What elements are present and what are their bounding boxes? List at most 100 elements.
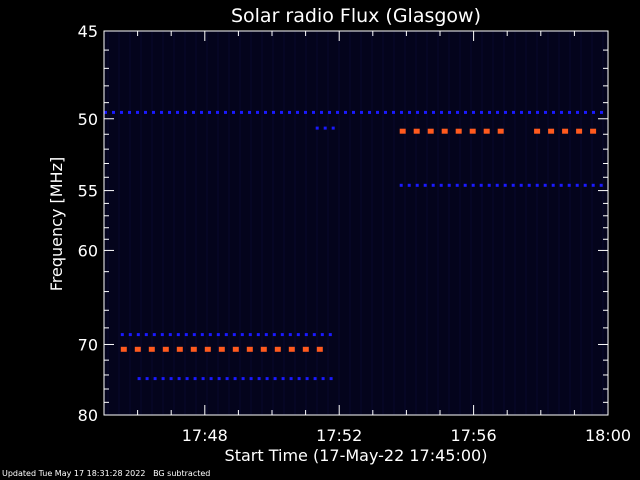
weak-emission-mark <box>249 377 253 381</box>
strong-emission-mark <box>455 128 462 134</box>
weak-emission-mark <box>112 110 115 114</box>
weak-emission-mark <box>464 110 467 114</box>
weak-emission-mark <box>408 110 411 114</box>
weak-emission-mark <box>472 110 475 114</box>
weak-emission-mark <box>423 183 427 187</box>
weak-emission-mark <box>225 377 229 381</box>
weak-emission-mark <box>184 110 187 114</box>
x-tick-label: 17:48 <box>182 426 228 445</box>
footer-note: BG subtracted <box>153 469 211 478</box>
weak-emission-mark <box>160 110 163 114</box>
strong-emission-mark <box>274 346 281 352</box>
strong-emission-mark <box>232 346 239 352</box>
weak-emission-mark <box>600 110 603 114</box>
strong-emission-mark <box>120 346 127 352</box>
weak-emission-mark <box>256 333 260 337</box>
strong-emission-mark <box>413 128 420 134</box>
weak-emission-mark <box>440 110 443 114</box>
weak-emission-mark <box>495 183 499 187</box>
strong-emission-mark <box>260 346 267 352</box>
weak-emission-mark <box>264 110 267 114</box>
weak-emission-mark <box>200 110 203 114</box>
strong-emission-mark <box>134 346 141 352</box>
weak-emission-mark <box>136 110 139 114</box>
weak-emission-mark <box>240 110 243 114</box>
weak-emission-mark <box>488 110 491 114</box>
weak-emission-mark <box>568 110 571 114</box>
weak-emission-mark <box>240 333 244 337</box>
weak-emission-mark <box>512 110 515 114</box>
weak-emission-mark <box>416 110 419 114</box>
y-tick-label: 80 <box>78 406 98 425</box>
weak-emission-mark <box>257 377 261 381</box>
strong-emission-mark <box>148 346 155 352</box>
weak-emission-mark <box>331 126 335 130</box>
weak-emission-mark <box>400 110 403 114</box>
weak-emission-mark <box>352 110 355 114</box>
weak-emission-mark <box>399 183 403 187</box>
weak-emission-mark <box>480 110 483 114</box>
weak-emission-mark <box>208 110 211 114</box>
weak-emission-mark <box>144 333 148 337</box>
weak-emission-mark <box>280 110 283 114</box>
plot-area: 17:48 17:52 17:56 18:00 45 50 55 60 70 80 <box>78 22 631 445</box>
weak-emission-mark <box>368 110 371 114</box>
weak-emission-mark <box>591 183 595 187</box>
weak-emission-mark <box>272 110 275 114</box>
weak-emission-mark <box>256 110 259 114</box>
weak-emission-mark <box>360 110 363 114</box>
weak-emission-mark <box>144 110 147 114</box>
weak-emission-mark <box>376 110 379 114</box>
weak-emission-mark <box>463 183 467 187</box>
weak-emission-mark <box>248 110 251 114</box>
weak-emission-mark <box>281 377 285 381</box>
chart-title: Solar radio Flux (Glasgow) <box>231 5 481 27</box>
strong-emission-mark <box>469 128 476 134</box>
weak-emission-mark <box>328 110 331 114</box>
strong-emission-mark <box>246 346 253 352</box>
weak-emission-mark <box>216 333 220 337</box>
strong-emission-mark <box>218 346 225 352</box>
weak-emission-mark <box>567 183 571 187</box>
strong-emission-mark <box>590 128 597 134</box>
weak-emission-mark <box>217 377 221 381</box>
weak-emission-mark <box>265 377 269 381</box>
weak-emission-mark <box>527 183 531 187</box>
strong-emission-mark <box>534 128 541 134</box>
weak-emission-mark <box>439 183 443 187</box>
weak-emission-mark <box>153 377 157 381</box>
weak-emission-mark <box>288 333 292 337</box>
strong-emission-mark <box>427 128 434 134</box>
x-axis-label: Start Time (17-May-22 17:45:00) <box>225 446 488 465</box>
weak-emission-mark <box>313 377 317 381</box>
weak-emission-mark <box>471 183 475 187</box>
weak-emission-mark <box>161 377 165 381</box>
strong-emission-mark <box>204 346 211 352</box>
weak-emission-mark <box>177 377 181 381</box>
weak-emission-mark <box>321 377 325 381</box>
weak-emission-mark <box>272 333 276 337</box>
weak-emission-mark <box>583 183 587 187</box>
weak-emission-mark <box>120 333 124 337</box>
strong-emission-mark <box>399 128 406 134</box>
weak-emission-mark <box>519 183 523 187</box>
weak-emission-mark <box>200 333 204 337</box>
footer-updated: Updated Tue May 17 18:31:28 2022 <box>2 469 146 478</box>
weak-emission-mark <box>552 110 555 114</box>
weak-emission-mark <box>544 110 547 114</box>
weak-emission-mark <box>160 333 164 337</box>
weak-emission-mark <box>344 110 347 114</box>
weak-emission-mark <box>536 110 539 114</box>
weak-emission-mark <box>304 333 308 337</box>
weak-emission-mark <box>264 333 268 337</box>
weak-emission-mark <box>599 183 603 187</box>
weak-emission-mark <box>392 110 395 114</box>
weak-emission-mark <box>201 377 205 381</box>
weak-emission-mark <box>128 110 131 114</box>
strong-emission-mark <box>176 346 183 352</box>
strong-emission-mark <box>316 346 323 352</box>
spectrogram-background <box>104 31 608 415</box>
weak-emission-mark <box>592 110 595 114</box>
axes-frame <box>103 30 609 416</box>
weak-emission-mark <box>136 333 140 337</box>
